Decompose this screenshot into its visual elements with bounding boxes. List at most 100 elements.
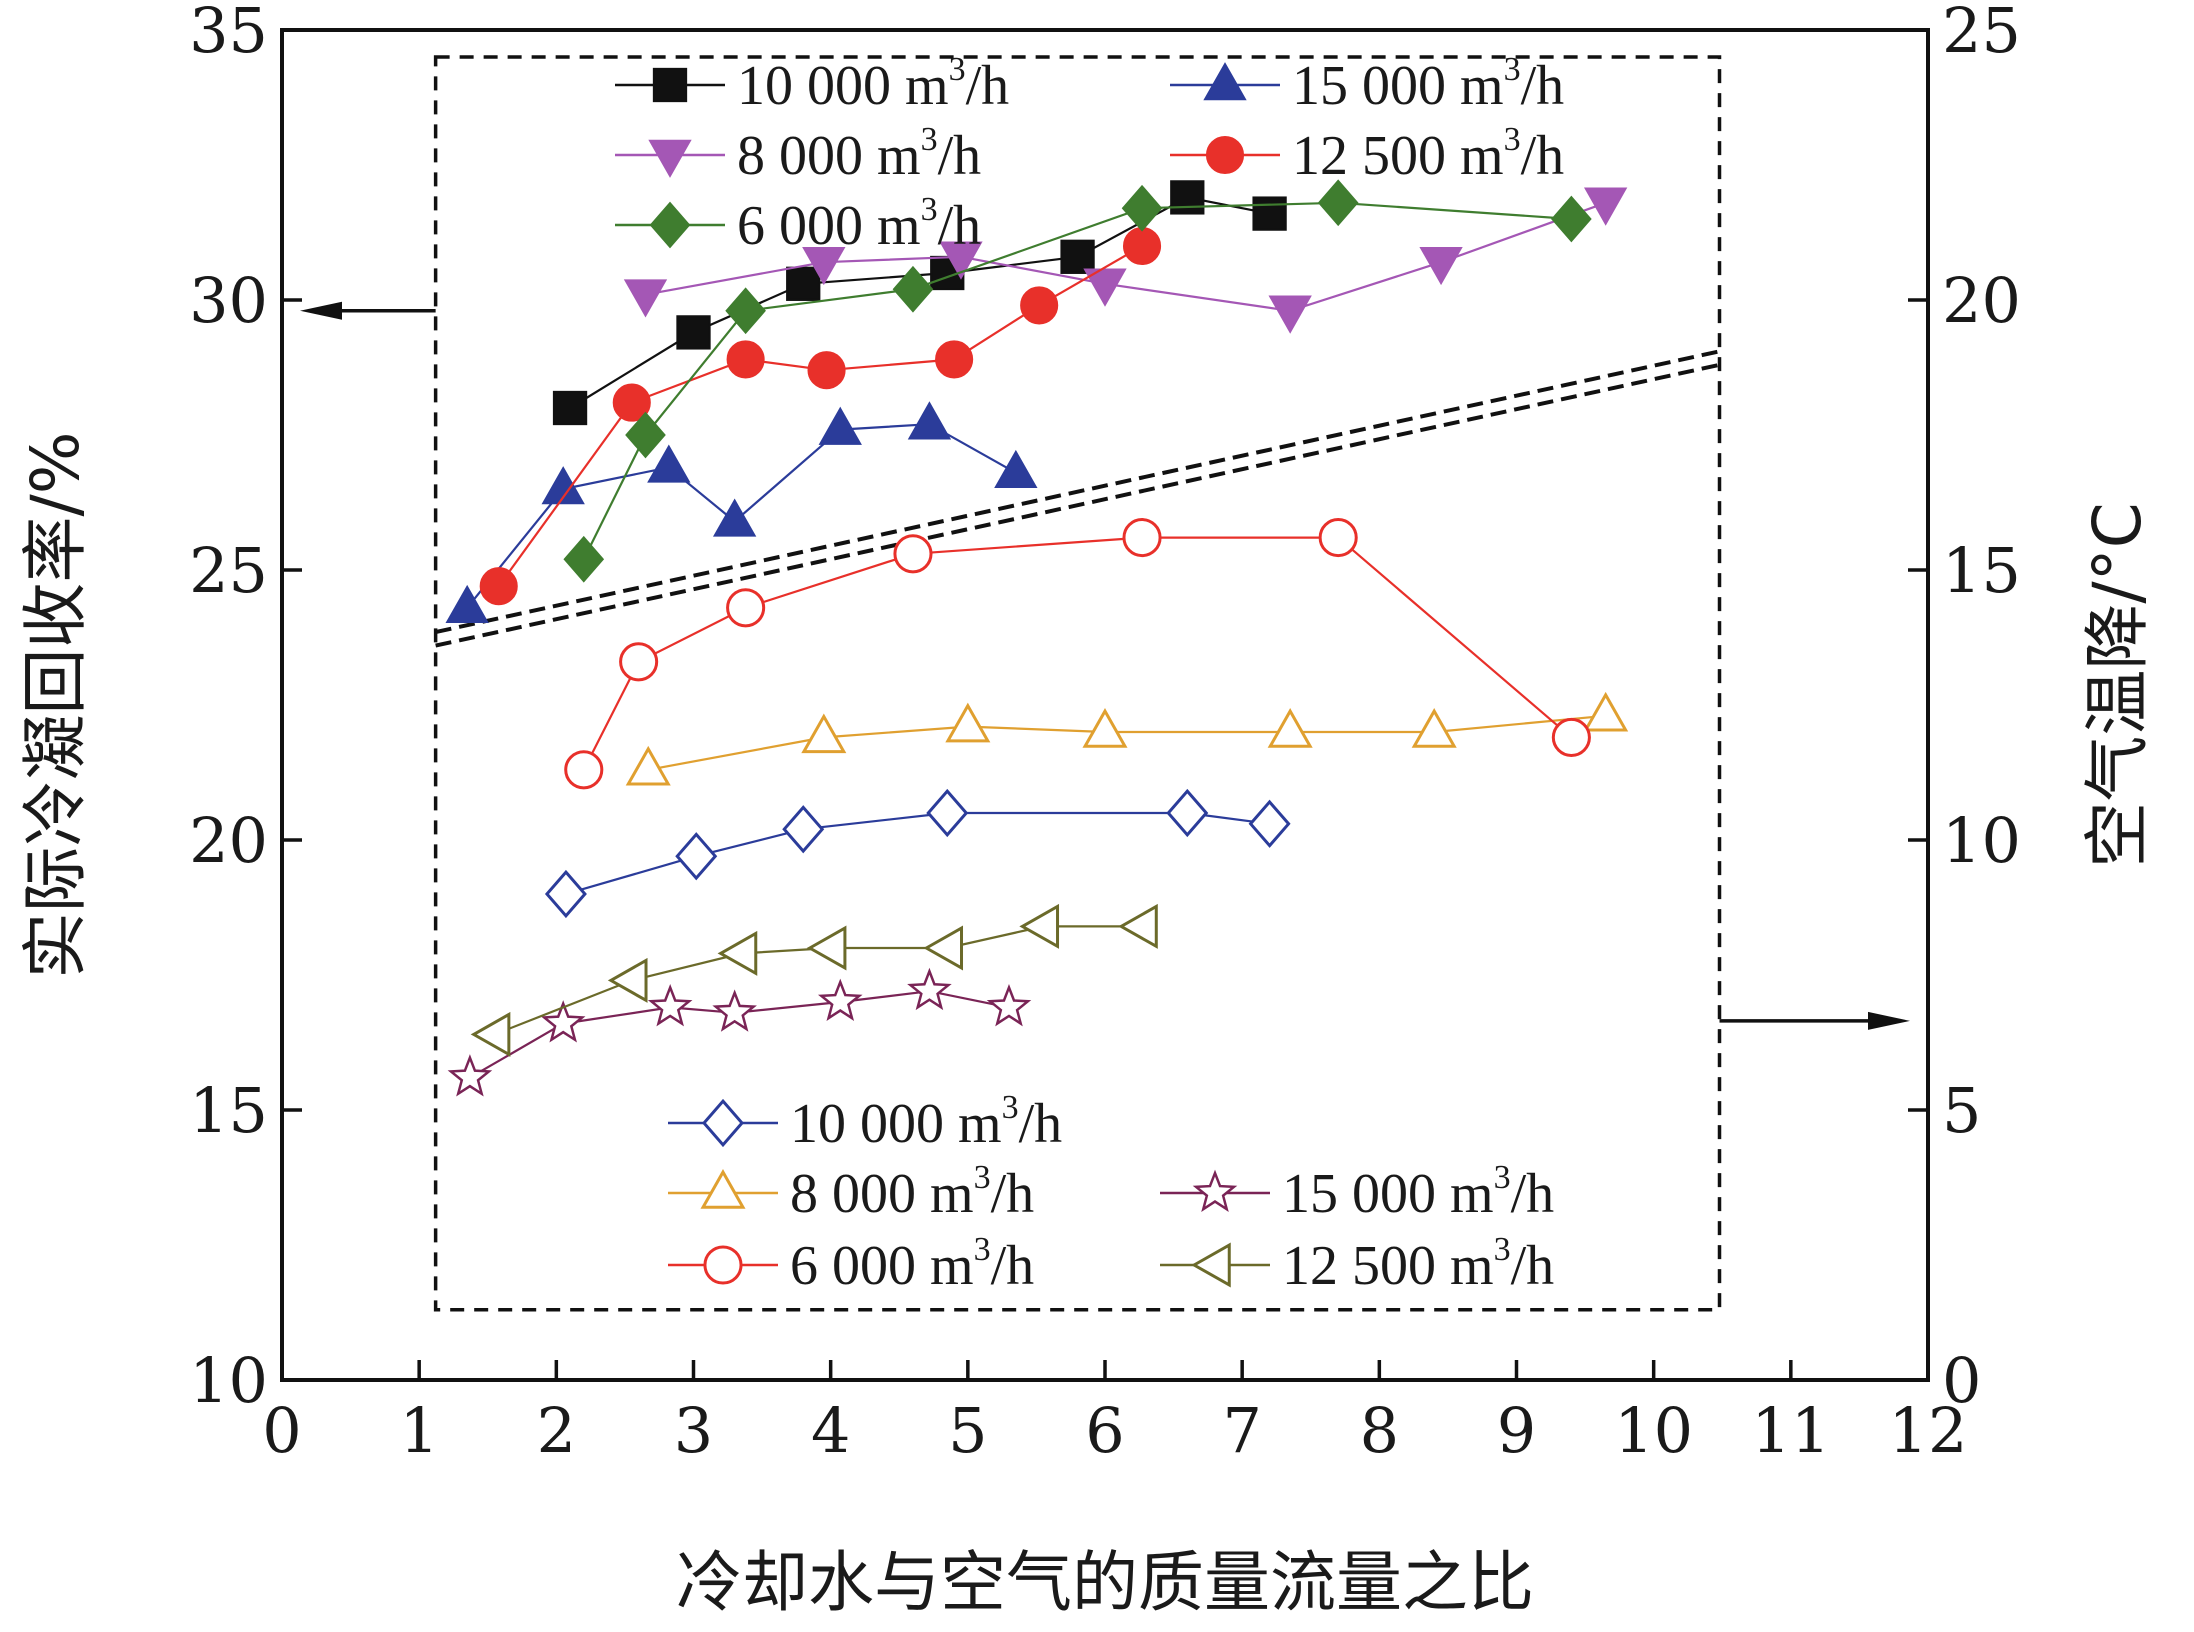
data-point <box>923 925 964 971</box>
data-point <box>612 383 651 422</box>
legend-marker <box>1205 135 1245 175</box>
data-point <box>619 642 659 682</box>
data-point <box>994 449 1038 489</box>
legend-label: 12 500 m3/h <box>1282 1231 1554 1297</box>
data-point <box>676 315 711 350</box>
data-point <box>818 406 862 445</box>
series-right-6000-circle <box>564 518 1591 790</box>
legend-top-12500: 12 500 m3/h <box>1170 121 1564 187</box>
data-point <box>447 1054 493 1097</box>
x-tick-label: 10 <box>1614 1394 1693 1467</box>
divider-line-1 <box>435 362 1720 648</box>
legend-top-10000: 10 000 m3/h <box>615 51 1009 117</box>
data-point <box>801 713 847 754</box>
data-point <box>607 957 648 1003</box>
y-right-tick-label: 5 <box>1942 1074 1981 1147</box>
data-point <box>1020 286 1059 325</box>
x-tick-label: 9 <box>1497 1394 1536 1467</box>
data-point <box>802 246 846 286</box>
series-line <box>565 811 1270 896</box>
y-left-tick-label: 30 <box>189 264 268 337</box>
legend-label: 15 000 m3/h <box>1282 1159 1554 1225</box>
data-point <box>1252 196 1287 231</box>
legend-bottom-15000: 15 000 m3/h <box>1160 1159 1554 1225</box>
data-point <box>786 266 821 301</box>
data-point <box>1583 691 1629 732</box>
x-tick-label: 3 <box>674 1394 713 1467</box>
series-right-12500-triangle-left <box>470 903 1158 1057</box>
x-tick-label: 7 <box>1222 1394 1261 1467</box>
data-point <box>1122 226 1162 266</box>
y-left-tick-label: 35 <box>189 0 268 67</box>
series-left-8000-triangle-down <box>623 187 1628 334</box>
legend-label: 8 000 m3/h <box>737 121 981 187</box>
data-point <box>926 788 969 838</box>
divider-line-2 <box>435 349 1720 635</box>
legend-label: 10 000 m3/h <box>790 1089 1062 1155</box>
legend-top-8000: 8 000 m3/h <box>615 121 981 187</box>
data-point <box>1267 708 1313 748</box>
series-left-6000-diamond <box>563 179 1592 583</box>
y-right-tick-label: 10 <box>1942 804 2021 877</box>
left-axis-arrow-icon <box>300 301 342 320</box>
data-point <box>445 584 489 624</box>
y-left-tick-label: 10 <box>189 1344 268 1417</box>
data-point <box>1551 195 1592 243</box>
data-point <box>479 567 518 606</box>
data-point <box>1082 708 1128 748</box>
data-point <box>725 287 766 335</box>
legend-label: 6 000 m3/h <box>737 191 981 257</box>
y-right-tick-label: 20 <box>1942 264 2021 337</box>
series-right-15000-star <box>447 967 1032 1097</box>
data-point <box>1122 518 1162 558</box>
data-point <box>817 978 863 1021</box>
series-right-10000-diamond <box>544 788 1291 919</box>
data-point <box>564 750 604 790</box>
data-point <box>625 745 671 786</box>
data-point <box>541 466 585 505</box>
data-point <box>470 1011 511 1057</box>
data-point <box>647 444 691 483</box>
legend-bottom-12500: 12 500 m3/h <box>1160 1231 1554 1297</box>
data-point <box>935 340 974 379</box>
data-point <box>1060 239 1095 274</box>
data-point <box>552 390 588 426</box>
legend-label: 6 000 m3/h <box>790 1231 1034 1297</box>
legend-marker <box>703 1245 743 1285</box>
y-right-axis-title: 空气温降/°C <box>2079 502 2156 867</box>
data-point <box>726 588 766 628</box>
data-point <box>544 869 587 919</box>
data-point <box>907 401 952 440</box>
data-point <box>1248 799 1291 848</box>
data-point <box>647 983 693 1027</box>
data-point <box>1317 179 1359 227</box>
legend-label: 12 500 m3/h <box>1292 121 1564 187</box>
data-point <box>893 534 933 574</box>
x-tick-label: 8 <box>1360 1394 1399 1467</box>
x-tick-label: 12 <box>1889 1394 1968 1467</box>
legend-marker <box>1192 1169 1238 1212</box>
y-left-axis-title: 实际冷凝回收率/% <box>17 432 94 979</box>
x-tick-label: 5 <box>948 1394 987 1467</box>
data-point <box>712 498 757 537</box>
legend-marker <box>648 139 692 178</box>
dashed-group-box <box>433 55 1722 1312</box>
data-point <box>1318 518 1358 558</box>
legend-label: 10 000 m3/h <box>737 51 1009 117</box>
data-point <box>1419 246 1463 286</box>
y-right-tick-label: 0 <box>1942 1344 1981 1417</box>
data-point <box>892 265 934 313</box>
data-point <box>1551 717 1591 757</box>
data-point <box>1411 708 1457 748</box>
data-point <box>1583 187 1628 226</box>
legend-marker <box>700 1169 746 1209</box>
data-point <box>1268 295 1312 334</box>
series-right-8000-triangle-up <box>625 691 1629 786</box>
legend-top-6000: 6 000 m3/h <box>615 191 981 257</box>
legend-bottom-10000: 10 000 m3/h <box>668 1089 1062 1155</box>
x-tick-label: 6 <box>1085 1394 1124 1467</box>
legend-bottom-6000: 6 000 m3/h <box>668 1231 1034 1297</box>
data-point <box>675 832 718 881</box>
